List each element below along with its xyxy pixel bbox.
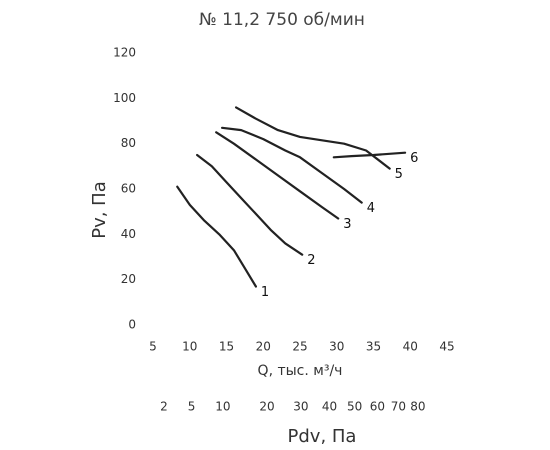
x2-tick-label: 60 (370, 400, 385, 414)
curve (332, 151, 407, 159)
curve-label: 5 (395, 167, 403, 182)
x-tick-label: 40 (403, 340, 418, 354)
x2-tick-label: 30 (293, 400, 308, 414)
curve-label: 4 (367, 201, 375, 216)
x2-tick-label: 50 (347, 400, 362, 414)
y-tick-label: 80 (121, 136, 136, 150)
curve (176, 185, 257, 288)
curve-label: 6 (410, 151, 418, 166)
y-tick-label: 0 (128, 318, 136, 332)
x-tick-label: 45 (439, 340, 454, 354)
y-tick-label: 100 (113, 91, 136, 105)
y-tick-label: 40 (121, 227, 136, 241)
x2-tick-label: 2 (160, 400, 168, 414)
x2-tick-label: 80 (410, 400, 425, 414)
x-tick-label: 5 (149, 340, 157, 354)
x2-tick-label: 5 (188, 400, 196, 414)
curve-label: 2 (307, 253, 315, 268)
x2-tick-label: 10 (215, 400, 230, 414)
x-tick-label: 25 (292, 340, 307, 354)
x2-tick-label: 40 (322, 400, 337, 414)
curve-label: 1 (261, 285, 269, 300)
x-tick-label: 15 (219, 340, 234, 354)
x-tick-label: 30 (329, 340, 344, 354)
x-tick-label: 35 (366, 340, 381, 354)
x-tick-label: 10 (182, 340, 197, 354)
curve (235, 106, 391, 170)
x2-tick-label: 20 (259, 400, 274, 414)
y-axis-label: Pv, Па (89, 181, 110, 239)
curve (215, 131, 340, 220)
x-tick-label: 20 (256, 340, 271, 354)
x-axis-label: Q, тыс. м³/ч (258, 363, 343, 379)
y-tick-label: 60 (121, 182, 136, 196)
curve (221, 126, 363, 204)
y-tick-label: 120 (113, 46, 136, 60)
y-tick-label: 20 (121, 272, 136, 286)
chart-title: № 11,2 750 об/мин (199, 10, 365, 30)
x2-tick-label: 70 (391, 400, 406, 414)
curve (196, 153, 304, 256)
x2-axis-label: Pdv, Па (288, 426, 357, 447)
curve-label: 3 (343, 217, 351, 232)
